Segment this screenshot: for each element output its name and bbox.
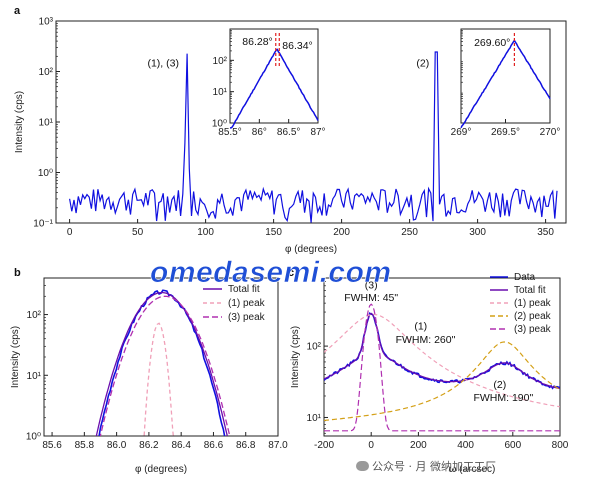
panel-a-inset-2: 269° 269.5° 270° 269.60° [451,28,561,138]
inset-1-marker-label-1: 86.28° [242,36,272,48]
panel-b-xlabel: φ (degrees) [135,464,187,475]
panel-a-label: a [14,5,21,17]
panel-c-xtick-label-0: -200 [314,440,334,451]
panel-a-ytick-label-0: 10⁻¹ [33,219,53,230]
panel-c-annotation-2: (2) [493,379,506,391]
panel-c-annotation-fwhm-260: FWHM: 260" [396,334,456,346]
panel-a-ytick-label-1: 10⁰ [38,168,53,179]
panel-a-peak-label-1: (1), (3) [147,58,179,70]
panel-c-annotation-3: (3) [365,280,378,292]
panel-c-xtick-label-4: 600 [504,440,521,451]
inset-2-frame [460,28,551,124]
panel-b-ytick-label-1: 10¹ [27,371,42,382]
panel-c-legend-1-peak: (1) peak [514,298,552,309]
watermark-bottom: 公众号 · 月 微纳加工工厂 [356,458,496,474]
panel-b-series-p1 [143,322,174,436]
panel-c-annotation-fwhm-45: FWHM: 45" [344,292,398,304]
inset-1-xtick-label-1: 86° [252,127,267,138]
panel-b-ytick-label-2: 10² [27,310,42,321]
panel-b-xtick-label-4: 86.4 [171,440,191,451]
inset-1-frame [229,28,319,124]
panel-a-xtick-label-0: 0 [67,227,73,238]
panel-b-xtick-label-2: 86.0 [107,440,127,451]
panel-b-xtick-label-1: 85.8 [75,440,95,451]
panel-c-xtick-label-2: 200 [410,440,427,451]
inset-1-peak-line [230,48,319,129]
panel-c-legend-data: Data [514,272,536,283]
panel-c-series-p1 [324,313,560,408]
panel-c-ytick-label-0: 10¹ [307,413,322,424]
panel-a-ytick-label-4: 10³ [39,17,54,28]
inset-2-xtick-label-0: 269° [451,127,472,138]
inset-1-xtick-label-0: 85.5° [218,127,241,138]
panel-a-xtick-label-5: 250 [401,227,418,238]
panel-a-data-line [69,51,558,223]
panel-c-series-fit [324,312,560,390]
panel-b-xtick-label-3: 86.2 [139,440,159,451]
panel-c-ylabel: Intensity (cps) [290,326,301,388]
panel-b-xtick-label-0: 85.6 [42,440,62,451]
panel-b-label: b [14,267,21,279]
panel-a-ytick-label-3: 10² [39,67,54,78]
inset-1-xtick-label-3: 87° [310,127,325,138]
panel-b-xtick-label-5: 86.6 [204,440,224,451]
wechat-icon [356,461,369,471]
panel-c-series-p2 [324,341,560,421]
panel-b-ylabel: Intensity (cps) [10,326,21,388]
inset-1-ytick-label-0: 10⁰ [212,119,227,130]
inset-2-marker-label-1: 269.60° [474,37,510,49]
panel-a-inset-1: 85.5° 86° 86.5° 87° 10⁰ 10¹ 10² 86.28° 86.34° [212,28,326,138]
panel-c-series-p3 [324,303,560,432]
inset-1-frame [229,28,319,124]
panel-c-label: c [288,267,294,279]
panel-b-xtick-label-6: 86.8 [236,440,256,451]
panel-b-legend-1-peak: (1) peak [228,298,266,309]
panel-b-chart: 85.6 85.8 86.0 86.2 86.4 86.6 86.8 87.0 10⁰ 10¹ 10… [10,277,288,475]
inset-2-peak-line [460,38,551,129]
panel-a-xtick-label-7: 350 [537,227,554,238]
panel-b-series-fit [95,291,228,436]
panel-a-xtick-label-1: 50 [132,227,144,238]
panel-c-xtick-label-5: 800 [552,440,569,451]
panel-b-ytick-label-0: 10⁰ [26,432,41,443]
panel-a-peak-label-2: (2) [416,58,429,70]
panel-c-xtick-label-3: 400 [457,440,474,451]
panel-a-xlabel: φ (degrees) [285,244,337,255]
panel-b-xtick-label-7: 87.0 [268,440,288,451]
panel-a-ylabel: Intensity (cps) [14,91,25,153]
panel-b-legend-total-fit: Total fit [228,284,260,295]
panel-c-annotation-fwhm-190: FWHM: 190" [473,392,533,404]
inset-1-ytick-label-1: 10¹ [213,87,228,98]
inset-1-xtick-label-2: 86.5° [277,127,300,138]
panel-c-xlabel: ω (arcsec) [449,464,496,475]
watermark-bottom-text: 公众号 · 月 微纳加工工厂 [372,460,496,473]
panel-c-annotation-1: (1) [414,321,427,333]
panel-c-legend-2-peak: (2) peak [514,311,552,322]
panel-a-ytick-label-2: 10¹ [39,118,54,129]
panel-a-chart: 0 50 100 150 200 250 300 350 10⁻¹ 10⁰ 10¹ 10² 10³ (1)… [14,17,567,255]
panel-c-legend-total-fit: Total fit [514,285,546,296]
panel-b-legend-3-peak: (3) peak [228,312,266,323]
inset-2-xtick-label-2: 270° [540,127,561,138]
panel-a-xtick-label-6: 300 [469,227,486,238]
inset-1-ytick-label-2: 10² [213,56,228,67]
panel-c-legend-3-peak: (3) peak [514,324,552,335]
panel-c-ytick-label-1: 10² [307,342,322,353]
inset-2-xtick-label-1: 269.5° [491,127,520,138]
panel-c-chart: -200 0 200 400 600 800 10¹ 10² Data Total fit (1) … [290,272,569,475]
inset-1-marker-label-2: 86.34° [282,40,312,52]
panel-c-xtick-label-1: 0 [368,440,374,451]
watermark-text: omedasemi.com [150,256,392,290]
panel-a-xtick-label-3: 150 [265,227,282,238]
panel-a-xtick-label-2: 100 [197,227,214,238]
panel-a-xtick-label-4: 200 [333,227,350,238]
